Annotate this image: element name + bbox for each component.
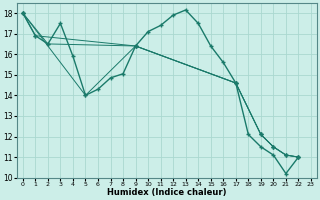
- X-axis label: Humidex (Indice chaleur): Humidex (Indice chaleur): [107, 188, 227, 197]
